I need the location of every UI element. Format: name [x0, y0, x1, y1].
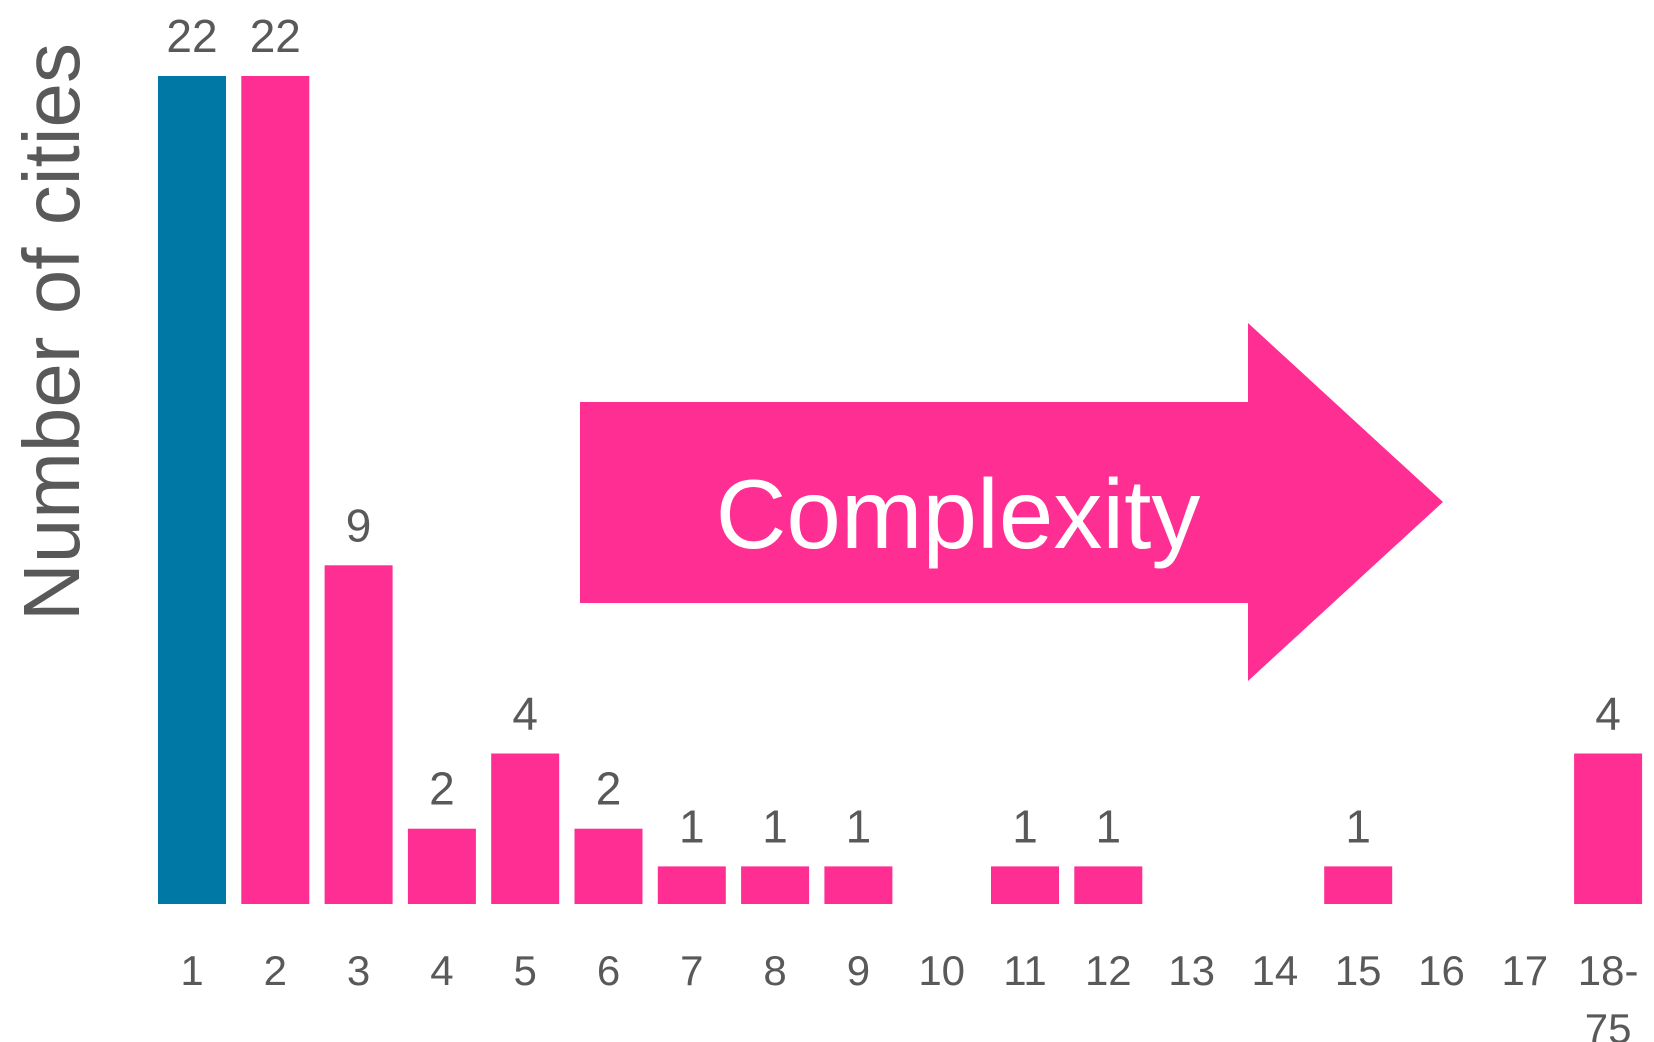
- data-label-1: 22: [166, 10, 217, 62]
- x-tick-label: 11: [1003, 947, 1047, 994]
- bar-9: [824, 866, 892, 904]
- x-tick-label: 18-: [1578, 947, 1639, 994]
- x-tick-labels-group: 1 2 3 4 5 6 7 8 9 10 11 12 13 14 15 16 17 18-75: [180, 947, 1638, 1042]
- x-tick-label: 7: [680, 947, 703, 994]
- data-label-3: 9: [346, 499, 372, 551]
- bar-6: [575, 829, 643, 904]
- bar-4: [408, 829, 476, 904]
- data-label-5: 4: [512, 688, 538, 740]
- x-tick-label: 9: [847, 947, 870, 994]
- x-tick-label: 6: [597, 947, 620, 994]
- x-tick-label: 17: [1501, 947, 1548, 994]
- bar-18-75: [1574, 754, 1642, 905]
- complexity-arrow: Complexity: [580, 323, 1443, 681]
- bar-5: [491, 754, 559, 905]
- bar-11: [991, 866, 1059, 904]
- x-tick-label: 14: [1252, 947, 1299, 994]
- bar-1: [158, 76, 226, 904]
- x-tick-label: 4: [430, 947, 453, 994]
- x-tick-label: 16: [1418, 947, 1465, 994]
- data-label-4: 2: [429, 763, 455, 815]
- x-tick-label: 3: [347, 947, 370, 994]
- data-label-12: 1: [1096, 800, 1122, 852]
- x-tick-label: 15: [1335, 947, 1382, 994]
- data-label-18-75: 4: [1595, 688, 1621, 740]
- x-tick-label: 12: [1085, 947, 1132, 994]
- bar-7: [658, 866, 726, 904]
- y-axis-title: Number of cities: [7, 43, 96, 621]
- complexity-arrow-label: Complexity: [716, 459, 1201, 569]
- x-tick-label: 5: [514, 947, 537, 994]
- bar-8: [741, 866, 809, 904]
- data-label-8: 1: [762, 800, 788, 852]
- data-label-7: 1: [679, 800, 705, 852]
- bar-3: [325, 565, 393, 904]
- x-tick-label: 2: [264, 947, 287, 994]
- bar-15: [1324, 866, 1392, 904]
- data-label-6: 2: [596, 763, 622, 815]
- bar-12: [1074, 866, 1142, 904]
- x-tick-label: 8: [763, 947, 786, 994]
- data-label-9: 1: [846, 800, 872, 852]
- bar-2: [241, 76, 309, 904]
- x-tick-label: 75: [1585, 1005, 1632, 1042]
- data-label-15: 1: [1345, 800, 1371, 852]
- data-label-11: 1: [1012, 800, 1038, 852]
- x-tick-label: 1: [180, 947, 203, 994]
- data-label-2: 22: [250, 10, 301, 62]
- x-tick-label: 13: [1168, 947, 1215, 994]
- x-tick-label: 10: [918, 947, 965, 994]
